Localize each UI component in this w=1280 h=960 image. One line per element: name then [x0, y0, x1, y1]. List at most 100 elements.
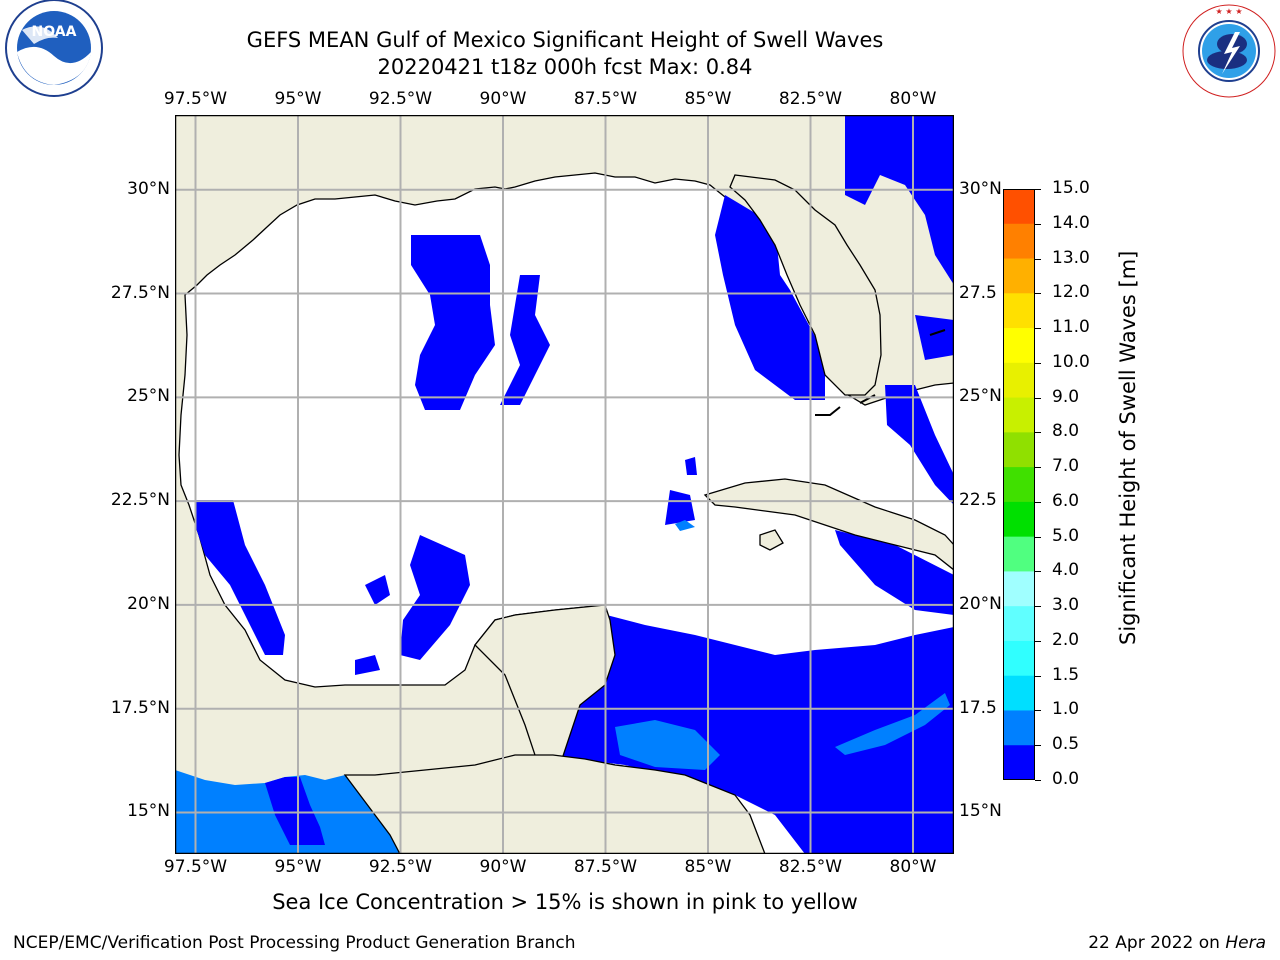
- colorbar-tick-mark: [1035, 467, 1041, 469]
- lat-tick-right: 25°N: [959, 386, 1002, 407]
- noaa-text: NOAA: [32, 24, 77, 40]
- caribbean-lighter: [615, 720, 720, 770]
- colorbar-band: [1003, 223, 1035, 260]
- colorbar-label: Significant Height of Swell Waves [m]: [1116, 250, 1140, 645]
- lat-tick-right: 15°N: [959, 801, 1002, 822]
- colorbar-band: [1003, 640, 1035, 677]
- colorbar-band: [1003, 432, 1035, 468]
- colorbar-band: [1003, 258, 1035, 294]
- footer-left: NCEP/EMC/Verification Post Processing Pr…: [13, 933, 576, 953]
- colorbar-tick-mark: [1035, 745, 1041, 747]
- colorbar-tick-mark: [1035, 293, 1041, 295]
- cuba-swell: [675, 520, 695, 531]
- gulf-swell-patches: [195, 115, 954, 675]
- lon-tick-top: 90°W: [479, 89, 527, 109]
- colorbar-tick: 0.0: [1052, 769, 1080, 789]
- colorbar-frame: [1003, 189, 1035, 780]
- map-frame: [175, 115, 954, 854]
- central-america-land: [343, 754, 766, 854]
- lat-tick-left: 15°N: [127, 801, 170, 822]
- isle-of-youth: [759, 529, 784, 551]
- lat-tick-left: 22.5°N: [110, 490, 170, 511]
- colorbar-tick: 9.0: [1052, 386, 1080, 407]
- colorbar-tick-mark: [1035, 397, 1041, 399]
- colorbar-tick: 7.0: [1052, 456, 1080, 477]
- lat-tick-right: 30°N: [959, 178, 1002, 199]
- lon-tick-bottom: 85°W: [684, 857, 732, 877]
- lon-tick-bottom: 95°W: [274, 857, 322, 877]
- colorbar-band: [1003, 745, 1035, 780]
- lat-tick-right: 27.5: [959, 282, 997, 303]
- colorbar-tick: 3.0: [1052, 595, 1080, 616]
- lon-tick-top: 97.5°W: [163, 89, 228, 109]
- lat-tick-right: 20°N: [959, 593, 1002, 614]
- gridlines: [175, 115, 954, 854]
- colorbar-tick: 4.0: [1052, 560, 1080, 581]
- colorbar-tick: 14.0: [1052, 212, 1090, 233]
- colorbar-tick-mark: [1035, 223, 1041, 225]
- colorbar-tick-mark: [1035, 710, 1041, 712]
- nws-logo-icon: ★ ★ ★: [1182, 4, 1276, 98]
- lon-tick-bottom: 90°W: [479, 857, 527, 877]
- colorbar-band: [1003, 675, 1035, 711]
- lat-tick-right: 17.5: [959, 697, 997, 718]
- colorbar: [1003, 189, 1035, 780]
- lon-tick-bottom: 92.5°W: [368, 857, 433, 877]
- colorbar-band: [1003, 501, 1035, 538]
- colorbar-tick-mark: [1035, 780, 1041, 781]
- colorbar-band: [1003, 536, 1035, 572]
- colorbar-tick-mark: [1035, 501, 1041, 503]
- svg-text:★ ★ ★: ★ ★ ★: [1215, 7, 1242, 16]
- colorbar-tick: 12.0: [1052, 282, 1090, 303]
- lon-tick-top: 85°W: [684, 89, 732, 109]
- colorbar-band: [1003, 467, 1035, 503]
- colorbar-tick-mark: [1035, 258, 1041, 260]
- colorbar-band: [1003, 710, 1035, 746]
- lon-tick-top: 92.5°W: [368, 89, 433, 109]
- colorbar-tick-mark: [1035, 675, 1041, 677]
- colorbar-tick: 15.0: [1052, 178, 1090, 198]
- colorbar-tick-mark: [1035, 536, 1041, 538]
- colorbar-tick: 8.0: [1052, 421, 1080, 442]
- lon-tick-top: 80°W: [889, 89, 937, 109]
- colorbar-tick-mark: [1035, 640, 1041, 642]
- colorbar-tick-mark: [1035, 571, 1041, 573]
- colorbar-tick-mark: [1035, 606, 1041, 608]
- lat-tick-left: 27.5°N: [110, 282, 170, 303]
- pacific-deep: [265, 777, 325, 845]
- colorbar-tick: 13.0: [1052, 247, 1090, 268]
- lat-tick-left: 20°N: [127, 593, 170, 614]
- colorbar-tick-mark: [1035, 189, 1041, 190]
- caribbean-water: [555, 612, 954, 854]
- colorbar-tick-mark: [1035, 328, 1041, 330]
- noaa-logo-icon: NOAA: [5, 0, 103, 97]
- colorbar-tick: 10.0: [1052, 351, 1090, 372]
- map-plot: [175, 115, 954, 854]
- lon-tick-top: 95°W: [274, 89, 322, 109]
- yucatan-land: [474, 604, 616, 776]
- lat-tick-left: 25°N: [127, 386, 170, 407]
- lat-tick-right: 22.5: [959, 490, 997, 511]
- colorbar-band: [1003, 606, 1035, 642]
- colorbar-band: [1003, 328, 1035, 364]
- lat-tick-left: 30°N: [127, 178, 170, 199]
- map-title: GEFS MEAN Gulf of Mexico Significant Hei…: [246, 28, 884, 52]
- colorbar-band: [1003, 189, 1035, 225]
- sea-ice-caption: Sea Ice Concentration > 15% is shown in …: [272, 890, 858, 914]
- colorbar-band: [1003, 571, 1035, 607]
- colorbar-band: [1003, 362, 1035, 399]
- footer-host: Hera: [1225, 933, 1266, 953]
- colorbar-tick: 0.5: [1052, 734, 1080, 755]
- map-subtitle: 20220421 t18z 000h fcst Max: 0.84: [377, 55, 753, 79]
- lat-tick-left: 17.5°N: [110, 697, 170, 718]
- colorbar-tick: 1.5: [1052, 664, 1080, 685]
- colorbar-band: [1003, 293, 1035, 329]
- lon-tick-bottom: 87.5°W: [573, 857, 638, 877]
- lon-tick-top: 87.5°W: [573, 89, 638, 109]
- colorbar-tick: 6.0: [1052, 490, 1080, 511]
- colorbar-tick: 5.0: [1052, 525, 1080, 546]
- colorbar-tick: 11.0: [1052, 317, 1090, 338]
- colorbar-tick-mark: [1035, 432, 1041, 434]
- caribbean-lighter-2: [835, 693, 950, 755]
- florida-land: [729, 174, 882, 396]
